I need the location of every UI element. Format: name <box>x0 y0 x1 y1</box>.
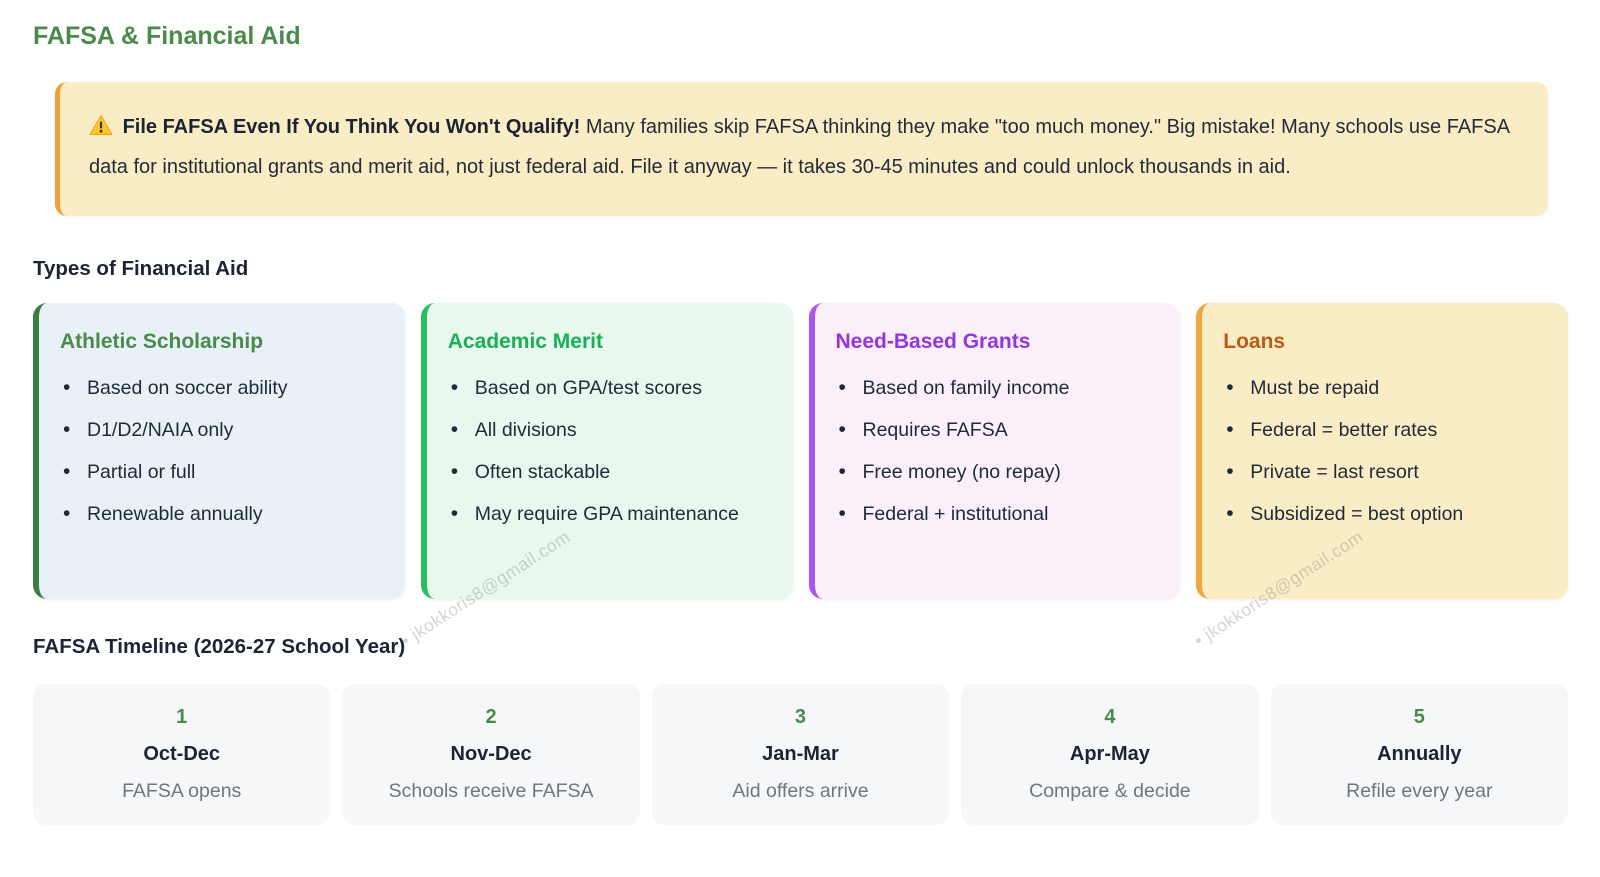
list-item: Based on soccer ability <box>60 367 389 409</box>
aid-card-academic-merit: Academic Merit Based on GPA/test scores … <box>420 303 793 599</box>
list-item: Based on GPA/test scores <box>448 367 777 409</box>
warning-bold-text: File FAFSA Even If You Think You Won't Q… <box>122 116 581 138</box>
list-item: Requires FAFSA <box>836 409 1165 451</box>
list-item: Free money (no repay) <box>836 451 1165 493</box>
aid-card-list: Based on GPA/test scores All divisions O… <box>448 367 777 535</box>
list-item: Federal + institutional <box>836 493 1165 535</box>
aid-card-title: Academic Merit <box>447 330 603 353</box>
step-number: 4 <box>1104 706 1116 728</box>
list-item: All divisions <box>448 409 777 451</box>
list-item: Must be repaid <box>1223 367 1552 409</box>
list-item: May require GPA maintenance <box>448 493 777 535</box>
aid-card-title: Loans <box>1223 330 1286 353</box>
step-description: Aid offers arrive <box>732 780 869 802</box>
aid-card-need-based-grants: Need-Based Grants Based on family income… <box>808 303 1181 599</box>
step-number: 5 <box>1413 706 1425 728</box>
step-label: Jan-Mar <box>762 743 839 765</box>
warning-body-text: Many families skip FAFSA thinking they m… <box>89 116 1509 178</box>
timeline-step-1: 1 Oct-Dec FAFSA opens <box>33 684 331 825</box>
aid-card-athletic-scholarship: Athletic Scholarship Based on soccer abi… <box>33 303 405 599</box>
list-item: Partial or full <box>60 451 389 493</box>
step-label: Oct-Dec <box>143 743 221 765</box>
aid-card-list: Must be repaid Federal = better rates Pr… <box>1223 367 1552 535</box>
aid-card-list: Based on soccer ability D1/D2/NAIA only … <box>60 367 389 535</box>
list-item: Based on family income <box>836 367 1165 409</box>
warning-text: File FAFSA Even If You Think You Won't Q… <box>89 109 1512 186</box>
page-title: FAFSA & Financial Aid <box>33 22 301 50</box>
fafsa-timeline-heading: FAFSA Timeline (2026-27 School Year) <box>33 635 406 658</box>
timeline-step-3: 3 Jan-Mar Aid offers arrive <box>651 684 950 825</box>
aid-types-heading: Types of Financial Aid <box>33 257 249 280</box>
aid-card-list: Based on family income Requires FAFSA Fr… <box>836 367 1165 535</box>
step-number: 1 <box>176 706 188 728</box>
step-number: 3 <box>794 706 807 728</box>
list-item: Private = last resort <box>1223 451 1552 493</box>
timeline-step-2: 2 Nov-Dec Schools receive FAFSA <box>342 684 640 825</box>
step-description: Refile every year <box>1346 780 1493 802</box>
list-item: D1/D2/NAIA only <box>60 409 389 451</box>
timeline-step-5: 5 Annually Refile every year <box>1270 684 1568 825</box>
step-description: Schools receive FAFSA <box>388 780 594 802</box>
list-item: Often stackable <box>448 451 777 493</box>
list-item: Renewable annually <box>60 493 389 535</box>
list-item: Subsidized = best option <box>1223 493 1552 535</box>
aid-card-title: Athletic Scholarship <box>60 330 264 353</box>
warning-triangle-icon <box>89 112 113 149</box>
fafsa-warning-callout: File FAFSA Even If You Think You Won't Q… <box>55 82 1548 216</box>
aid-card-title: Need-Based Grants <box>835 330 1031 353</box>
timeline-step-4: 4 Apr-May Compare & decide <box>961 684 1259 825</box>
aid-type-cards: Athletic Scholarship Based on soccer abi… <box>33 303 1568 599</box>
step-description: FAFSA opens <box>122 780 242 802</box>
step-number: 2 <box>485 706 497 728</box>
fafsa-financial-aid-page: FAFSA & Financial Aid File FAFSA Even If… <box>0 0 1600 825</box>
step-label: Apr-May <box>1069 743 1150 765</box>
step-description: Compare & decide <box>1029 780 1191 802</box>
list-item: Federal = better rates <box>1223 409 1552 451</box>
aid-card-loans: Loans Must be repaid Federal = better ra… <box>1196 303 1568 599</box>
step-label: Annually <box>1377 743 1462 765</box>
step-label: Nov-Dec <box>450 743 532 765</box>
fafsa-timeline: 1 Oct-Dec FAFSA opens 2 Nov-Dec Schools … <box>33 684 1568 825</box>
